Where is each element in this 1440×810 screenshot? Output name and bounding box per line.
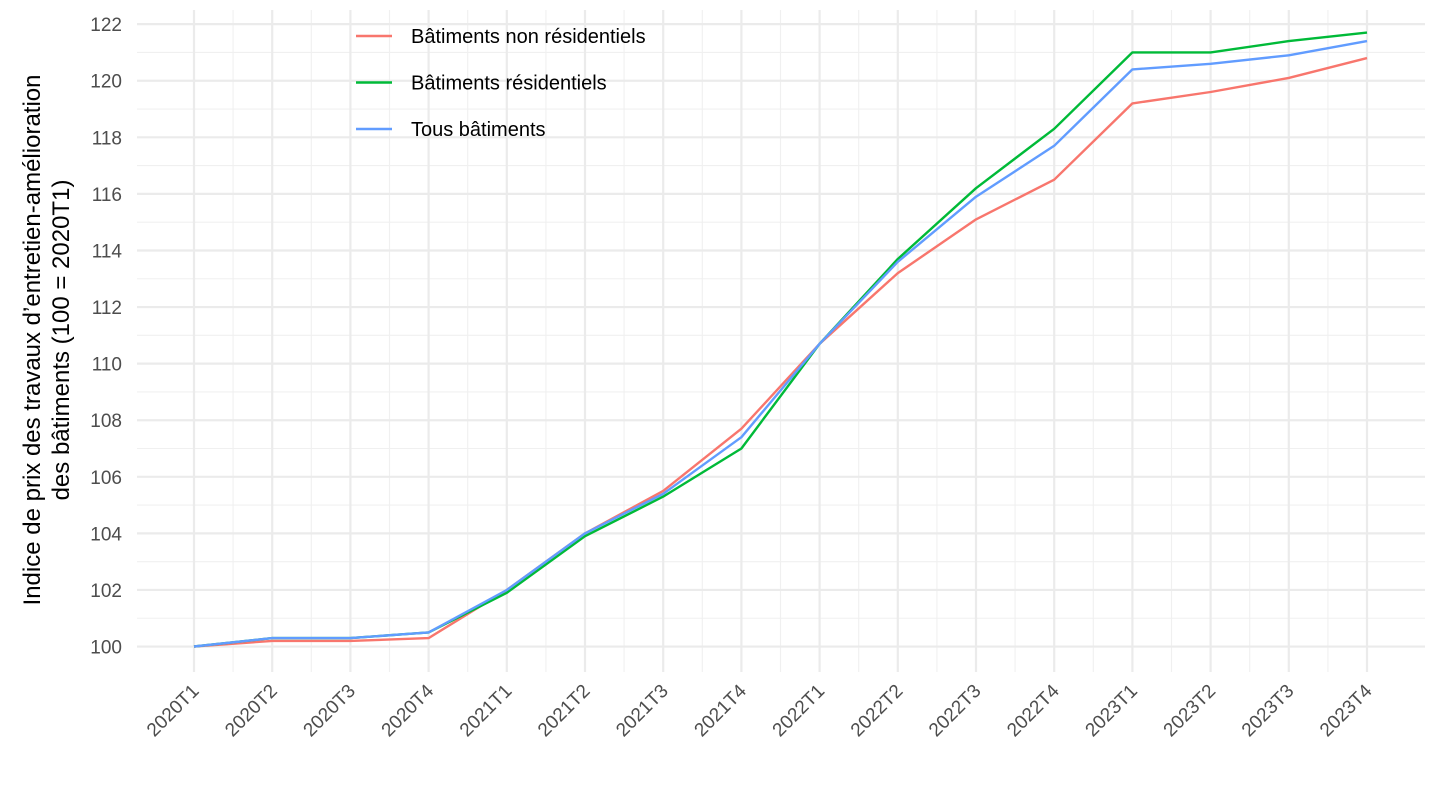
series-lines <box>193 31 1368 648</box>
x-tick-label: 2022T4 <box>1003 680 1064 741</box>
y-axis-title-line-1: Indice de prix des travaux d’entretien-a… <box>19 75 46 606</box>
x-tick-label: 2021T3 <box>612 681 672 741</box>
x-tick-label: 2020T1 <box>143 681 203 741</box>
y-tick-label: 110 <box>92 355 122 376</box>
series-line-1 <box>193 56 1368 648</box>
y-tick-label: 122 <box>90 15 122 36</box>
x-tick-label: 2022T3 <box>925 681 985 741</box>
y-tick-label: 118 <box>92 128 122 149</box>
minor-gridlines <box>137 10 1425 672</box>
x-tick-label: 2023T2 <box>1160 681 1220 741</box>
x-tick-label: 2023T1 <box>1082 681 1142 741</box>
y-axis-title-line-2: des bâtiments (100 = 2020T1) <box>48 180 75 501</box>
x-tick-label: 2022T2 <box>847 681 907 741</box>
y-tick-label: 100 <box>90 638 122 659</box>
y-tick-label: 102 <box>90 581 122 602</box>
y-tick-label: 112 <box>92 298 122 319</box>
series-line-3 <box>193 39 1368 648</box>
x-tick-label: 2021T1 <box>456 681 516 741</box>
x-tick-label: 2023T4 <box>1316 680 1377 741</box>
y-tick-label: 104 <box>90 524 122 545</box>
y-tick-label: 108 <box>90 411 122 432</box>
y-tick-label: 120 <box>90 72 122 93</box>
y-tick-label: 116 <box>92 185 122 206</box>
y-tick-label: 106 <box>90 468 122 489</box>
legend-label-1: Bâtiments non résidentiels <box>411 26 646 48</box>
x-axis-tick-labels: 2020T1 2020T2 2020T3 2020T4 2021T1 2021T2 2021… <box>143 680 1377 741</box>
y-axis-title: Indice de prix des travaux d’entretien-a… <box>19 75 75 606</box>
legend-label-3: Tous bâtiments <box>411 119 546 141</box>
x-tick-label: 2021T4 <box>691 680 752 741</box>
x-tick-label: 2020T2 <box>221 681 281 741</box>
legend-label-2: Bâtiments résidentiels <box>411 73 607 95</box>
x-tick-label: 2021T2 <box>534 681 594 741</box>
x-tick-label: 2020T3 <box>300 681 360 741</box>
x-tick-label: 2020T4 <box>378 680 439 741</box>
legend: Bâtiments non résidentiels Bâtiments rési… <box>356 26 646 141</box>
major-gridlines <box>137 10 1425 672</box>
y-tick-label: 114 <box>92 241 123 262</box>
y-axis-tick-labels: 100 102 104 106 108 110 112 114 116 118 120 122 <box>90 15 122 658</box>
x-tick-label: 2022T1 <box>769 681 829 741</box>
x-tick-label: 2023T3 <box>1238 681 1298 741</box>
